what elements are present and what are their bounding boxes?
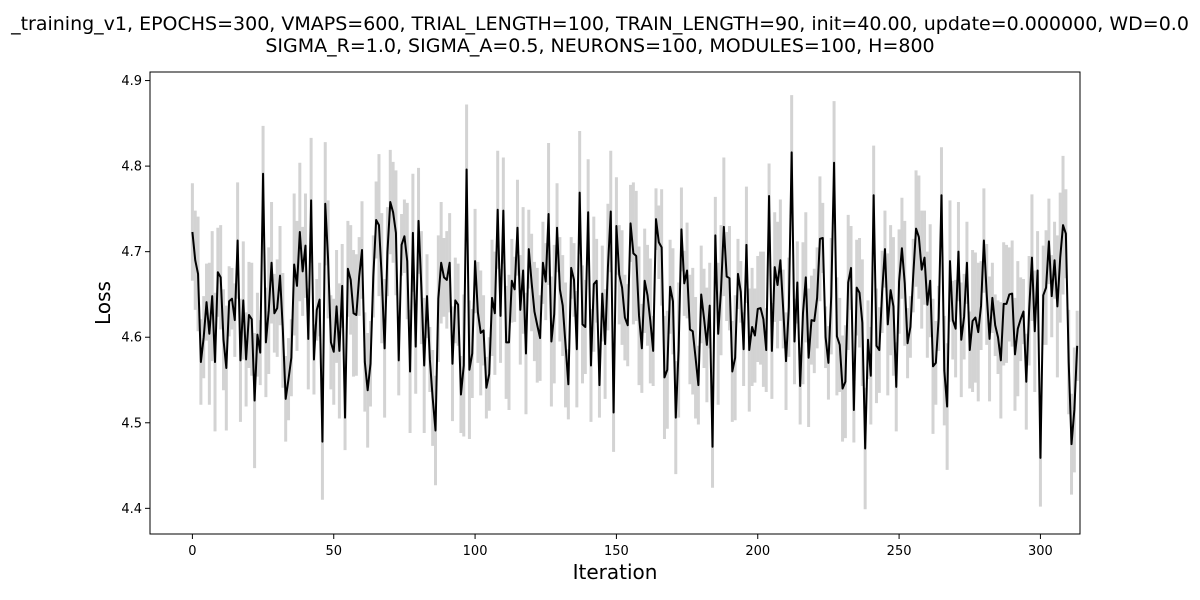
y-tick-label: 4.4 [121,502,142,517]
y-tick-label: 4.5 [121,416,142,431]
x-tick-label: 250 [887,544,912,559]
x-tick-label: 100 [463,544,488,559]
y-axis-ticks: 4.4 4.5 4.6 4.7 4.8 4.9 [121,74,150,517]
x-axis-ticks: 0 50 100 150 200 250 300 [188,534,1053,559]
y-tick-label: 4.6 [121,331,142,346]
x-tick-label: 50 [325,544,342,559]
error-bars [192,95,1077,509]
y-tick-label: 4.7 [121,245,142,260]
x-tick-label: 300 [1028,544,1053,559]
y-tick-label: 4.8 [121,160,142,175]
x-tick-label: 150 [604,544,629,559]
y-tick-label: 4.9 [121,74,142,89]
y-axis-label: Loss [91,281,115,325]
x-tick-label: 200 [745,544,770,559]
x-tick-label: 0 [188,544,196,559]
x-axis-label: Iteration [573,560,658,584]
